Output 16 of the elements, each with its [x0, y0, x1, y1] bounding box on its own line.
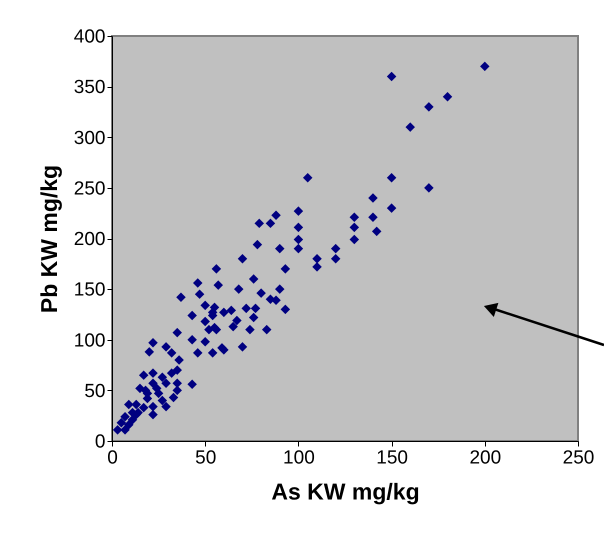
- y-tick-label: 50: [84, 380, 106, 402]
- y-tick-label: 200: [74, 229, 106, 250]
- x-tick-label: 50: [195, 448, 216, 468]
- y-tick-label: 350: [74, 77, 106, 98]
- x-axis-title: As KW mg/kg: [271, 478, 420, 504]
- y-tick-label: 100: [74, 330, 106, 352]
- x-tick-label: 150: [376, 448, 408, 468]
- x-tick-label: 100: [283, 448, 315, 468]
- y-axis-title: Pb KW mg/kg: [36, 164, 62, 314]
- y-tick-label: 300: [74, 128, 106, 149]
- x-tick-label: 200: [469, 448, 502, 468]
- y-tick-label: 400: [74, 26, 106, 48]
- y-tick-label: 250: [74, 178, 106, 200]
- y-tick-label: 150: [74, 280, 106, 301]
- y-tick-label: 0: [94, 432, 106, 452]
- x-tick-label: 250: [562, 448, 594, 468]
